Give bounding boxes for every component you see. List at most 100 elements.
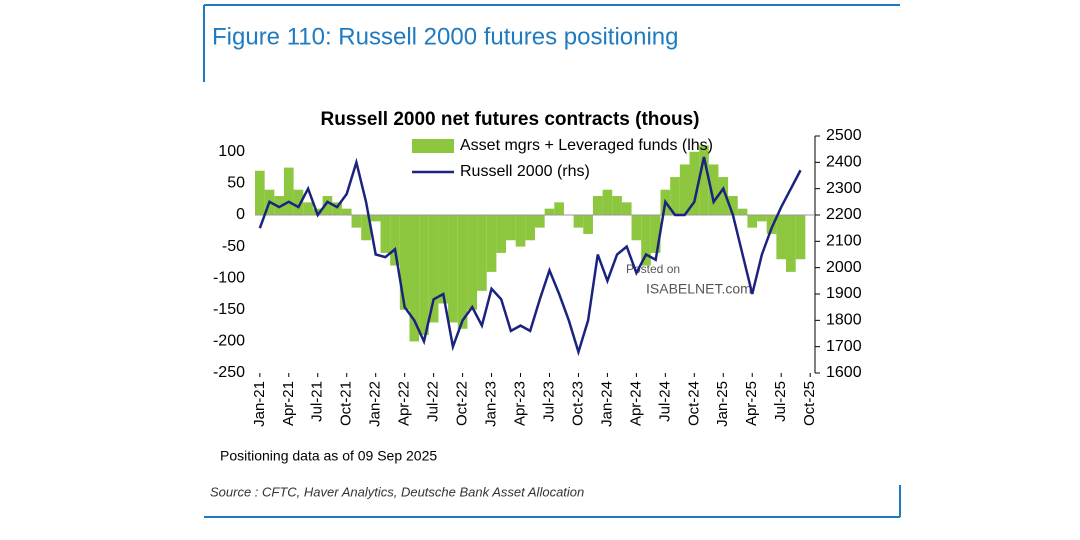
source: Source : CFTC, Haver Analytics, Deutsche…	[210, 484, 584, 499]
x-tick-label: Jan-23	[483, 381, 500, 427]
x-tick-label: Oct-24	[685, 381, 702, 426]
bar	[699, 145, 709, 215]
bar	[689, 151, 700, 215]
bar	[515, 215, 526, 247]
bar	[255, 170, 265, 215]
y2-tick-label: 2400	[826, 154, 862, 171]
x-tick-label: Apr-25	[743, 381, 760, 426]
bar	[496, 215, 507, 253]
y-tick-label: -150	[213, 301, 245, 318]
bar	[728, 196, 738, 215]
bar	[631, 215, 642, 241]
y2-tick-label: 1900	[826, 285, 862, 302]
x-tick-label: Jul-22	[425, 381, 442, 422]
bar	[457, 215, 468, 329]
x-tick-label: Jul-23	[540, 381, 557, 422]
y-tick-label: 50	[227, 175, 245, 192]
bar	[477, 215, 487, 291]
bar	[399, 215, 410, 310]
bar	[438, 215, 449, 304]
bar	[486, 215, 497, 272]
x-tick-label: Oct-23	[569, 381, 586, 426]
note: Positioning data as of 09 Sep 2025	[220, 448, 437, 464]
bar	[448, 215, 458, 323]
x-tick-label: Jan-25	[714, 381, 731, 427]
watermark: ISABELNET.com	[646, 281, 752, 297]
y-tick-label: -100	[213, 269, 245, 286]
legend-swatch	[412, 139, 454, 153]
x-tick-label: Apr-24	[627, 381, 644, 426]
bar	[428, 215, 439, 323]
x-tick-label: Jan-24	[598, 381, 615, 427]
bar	[602, 189, 613, 215]
bar	[283, 167, 294, 215]
bar	[390, 215, 400, 266]
legend-label: Asset mgrs + Leveraged funds (lhs)	[460, 137, 713, 154]
bar	[670, 177, 680, 215]
bar	[535, 215, 545, 228]
y2-tick-label: 1600	[826, 364, 862, 381]
bar	[506, 215, 516, 241]
y2-tick-label: 2000	[826, 259, 862, 276]
x-tick-label: Oct-22	[454, 381, 471, 426]
line	[258, 156, 802, 357]
y2-tick-label: 2100	[826, 233, 862, 250]
bar	[322, 196, 333, 215]
x-tick-label: Apr-23	[511, 381, 528, 426]
y-tick-label: -250	[213, 364, 245, 381]
bar	[419, 215, 429, 336]
figure-title: Figure 110: Russell 2000 futures positio…	[212, 23, 679, 50]
y-tick-label: -50	[222, 238, 245, 255]
bar	[612, 196, 622, 215]
x-tick-label: Oct-21	[338, 381, 355, 426]
x-tick-label: Oct-25	[801, 381, 818, 426]
bar	[467, 215, 478, 310]
y-tick-label: -200	[213, 333, 245, 350]
bar	[583, 215, 593, 234]
x-tick-label: Jul-25	[772, 381, 789, 422]
bar	[757, 215, 767, 222]
bar	[274, 196, 284, 215]
bar	[766, 215, 777, 234]
y2-tick-label: 2500	[826, 127, 862, 144]
bar	[544, 208, 555, 215]
bar	[592, 196, 603, 215]
bar	[641, 215, 651, 266]
bar	[621, 202, 632, 215]
bar	[650, 215, 661, 253]
y-tick-label: 100	[218, 143, 245, 160]
bar	[795, 215, 806, 260]
bar	[554, 202, 564, 215]
bar	[380, 215, 391, 253]
bar	[351, 215, 362, 228]
bar	[293, 189, 304, 215]
x-tick-label: Jul-21	[309, 381, 326, 422]
bar	[361, 215, 371, 241]
bar	[786, 215, 796, 272]
bar	[370, 215, 381, 222]
bar	[718, 177, 729, 215]
bar	[776, 215, 787, 260]
bar	[708, 164, 719, 215]
x-tick-label: Apr-22	[396, 381, 413, 426]
bar	[341, 208, 352, 215]
bar	[303, 202, 313, 215]
bar	[737, 208, 748, 215]
x-tick-label: Jan-22	[367, 381, 384, 427]
y-tick-label: 0	[236, 206, 245, 223]
bar	[525, 215, 535, 241]
y2-tick-label: 1800	[826, 312, 862, 329]
bar	[409, 215, 420, 342]
x-tick-label: Jul-24	[656, 381, 673, 422]
y2-tick-label: 2300	[826, 180, 862, 197]
bar	[747, 215, 758, 228]
chart-title: Russell 2000 net futures contracts (thou…	[320, 109, 699, 130]
x-tick-label: Apr-21	[280, 381, 297, 426]
legend-label: Russell 2000 (rhs)	[460, 163, 590, 180]
y2-tick-label: 2200	[826, 206, 862, 223]
bar	[332, 202, 342, 215]
bar	[573, 215, 584, 228]
y2-tick-label: 1700	[826, 338, 862, 355]
bar	[679, 164, 690, 215]
